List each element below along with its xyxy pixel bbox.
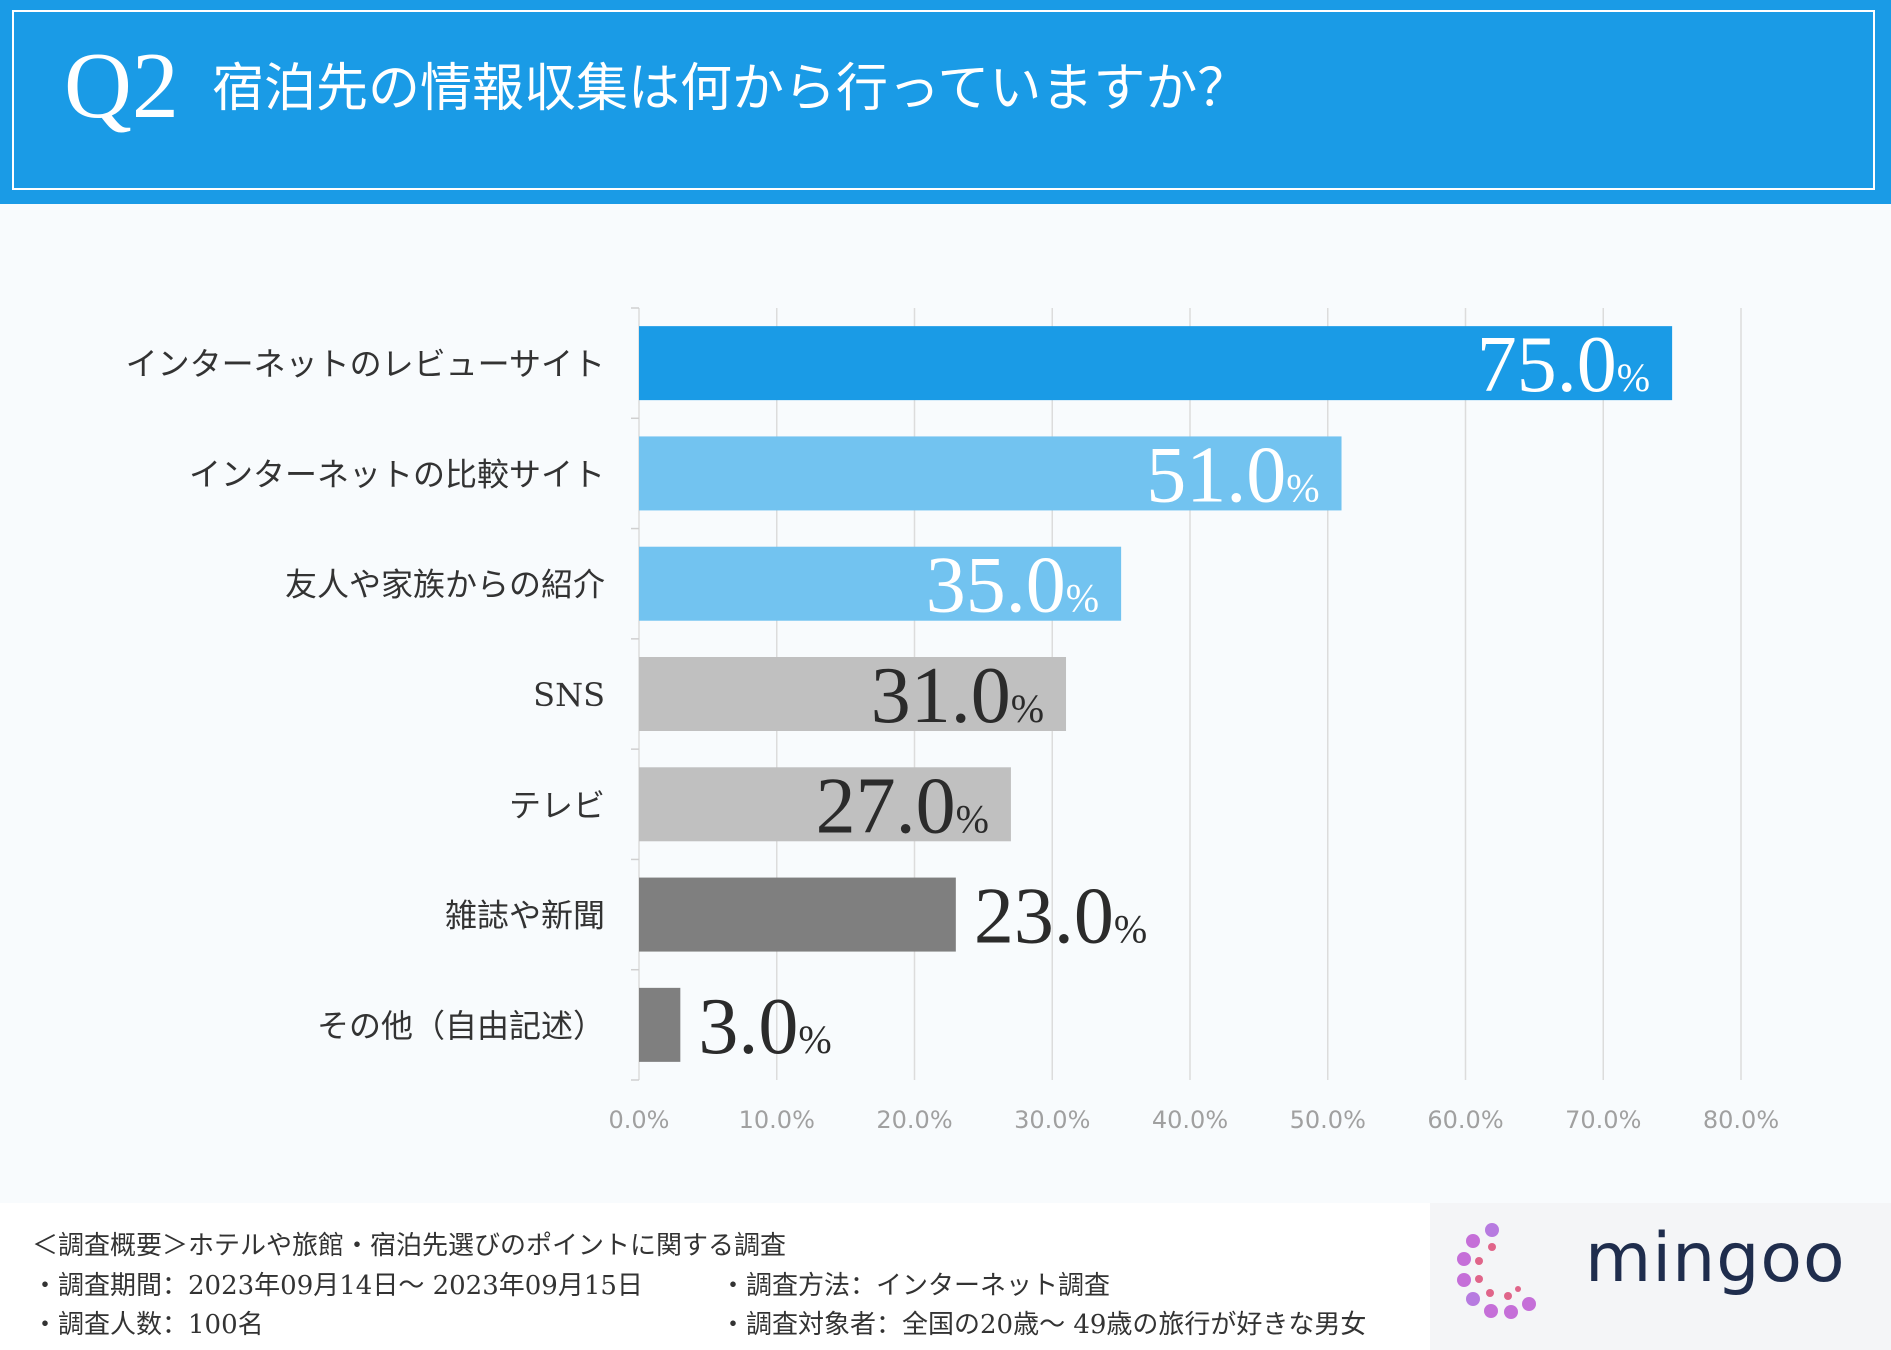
bar — [639, 987, 681, 1062]
data-label: 75.0% — [1477, 321, 1650, 409]
bars — [639, 326, 1673, 1062]
question-title: 宿泊先の情報収集は何から行っていますか？ — [212, 59, 1250, 119]
data-label-value: 23.0 — [974, 873, 1114, 961]
category-label: テレビ — [509, 786, 605, 824]
data-label: 31.0% — [871, 652, 1044, 740]
data-label-value: 27.0 — [816, 762, 956, 850]
category-label: SNS — [533, 676, 605, 714]
data-label-value: 75.0 — [1477, 321, 1617, 409]
category-label: 友人や家族からの紹介 — [285, 566, 605, 604]
data-label-percent: % — [956, 796, 989, 841]
category-label: その他（自由記述） — [317, 1007, 605, 1045]
data-label: 3.0% — [698, 983, 831, 1071]
bar — [639, 657, 1067, 731]
x-tick-labels: 0.0% 10.0% 20.0% 30.0% 40.0% 50.0% 60.0% 70.0% 8… — [609, 1106, 1780, 1134]
bar — [639, 436, 1342, 511]
survey-period: ・調査期間：2023年09月14日～ 2023年09月15日 — [32, 1271, 643, 1301]
data-label: 35.0% — [926, 542, 1099, 630]
bar — [639, 326, 1673, 401]
logo-mark-icon — [1457, 1223, 1536, 1319]
data-label-value: 51.0 — [1146, 431, 1286, 519]
category-label: インターネットの比較サイト — [189, 455, 605, 493]
question-number: Q2 — [64, 34, 179, 138]
bar — [639, 546, 1122, 621]
brand-logo: mingoo — [1430, 1203, 1891, 1350]
survey-target: ・調査対象者：全国の20歳～ 49歳の旅行が好きな男女 — [720, 1310, 1367, 1340]
survey-count: ・調査人数：100名 — [32, 1310, 264, 1340]
x-tick-label: 10.0% — [739, 1106, 815, 1134]
survey-overview: ＜調査概要＞ホテルや旅館・宿泊先選びのポイントに関する調査 — [32, 1231, 787, 1261]
x-tick-label: 20.0% — [876, 1106, 952, 1134]
data-label-percent: % — [1066, 576, 1099, 621]
x-tick-label: 0.0% — [609, 1106, 670, 1134]
data-label-value: 35.0 — [926, 542, 1066, 630]
header-banner: Q2 宿泊先の情報収集は何から行っていますか？ — [0, 0, 1891, 204]
data-labels: 75.0%51.0%35.0%31.0%27.0%23.0%3.0% — [698, 321, 1650, 1071]
data-label-percent: % — [1286, 465, 1319, 510]
x-tick-label: 30.0% — [1014, 1106, 1090, 1134]
category-label: インターネットのレビューサイト — [126, 345, 605, 383]
data-label-value: 31.0 — [871, 652, 1011, 740]
x-tick-label: 60.0% — [1427, 1106, 1503, 1134]
data-label: 51.0% — [1146, 431, 1319, 519]
survey-footer: ＜調査概要＞ホテルや旅館・宿泊先選びのポイントに関する調査 ・調査期間：2023… — [0, 1203, 1430, 1350]
x-tick-label: 80.0% — [1703, 1106, 1779, 1134]
data-label-percent: % — [1114, 907, 1147, 952]
data-label: 27.0% — [816, 762, 989, 850]
data-label-percent: % — [1617, 355, 1650, 400]
survey-method: ・調査方法：インターネット調査 — [720, 1271, 1111, 1301]
data-label-value: 3.0 — [698, 983, 798, 1071]
data-label: 23.0% — [974, 873, 1147, 961]
data-label-percent: % — [798, 1017, 831, 1062]
bar — [639, 767, 1011, 842]
data-label-percent: % — [1011, 686, 1044, 731]
x-tick-label: 70.0% — [1565, 1106, 1641, 1134]
x-tick-label: 40.0% — [1152, 1106, 1228, 1134]
x-tick-label: 50.0% — [1290, 1106, 1366, 1134]
header-frame — [12, 10, 1875, 190]
logo-text: mingoo — [1585, 1219, 1846, 1298]
bar — [639, 877, 956, 952]
category-label: 雑誌や新聞 — [445, 897, 605, 935]
